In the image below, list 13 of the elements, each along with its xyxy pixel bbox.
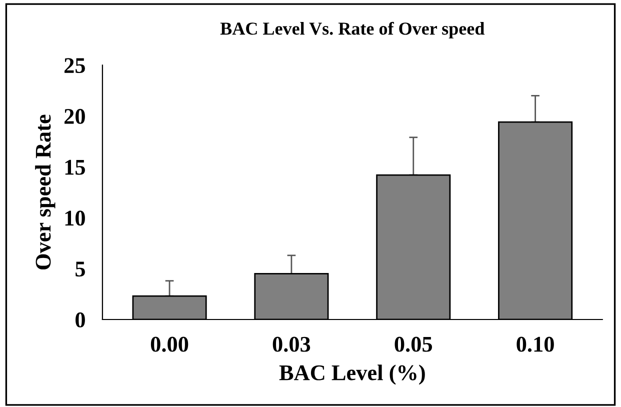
- y-tick-label: 5: [76, 262, 85, 277]
- y-tick-label: 10: [65, 210, 85, 226]
- x-tick-label: 0.03: [272, 336, 310, 352]
- x-tick-label: 0.10: [516, 336, 554, 352]
- y-tick-label: 15: [65, 160, 85, 175]
- y-axis-title: Over speed Rate: [35, 114, 56, 270]
- x-tick-label: 0.05: [394, 336, 432, 352]
- y-tick-label: 20: [64, 108, 85, 124]
- y-tick-label: 25: [64, 58, 85, 74]
- y-tick-label: 0: [76, 312, 85, 328]
- x-axis-title: BAC Level (%): [279, 364, 425, 385]
- chart-title: BAC Level Vs. Rate of Over speed: [220, 22, 485, 38]
- x-tick-label: 0.00: [150, 336, 188, 352]
